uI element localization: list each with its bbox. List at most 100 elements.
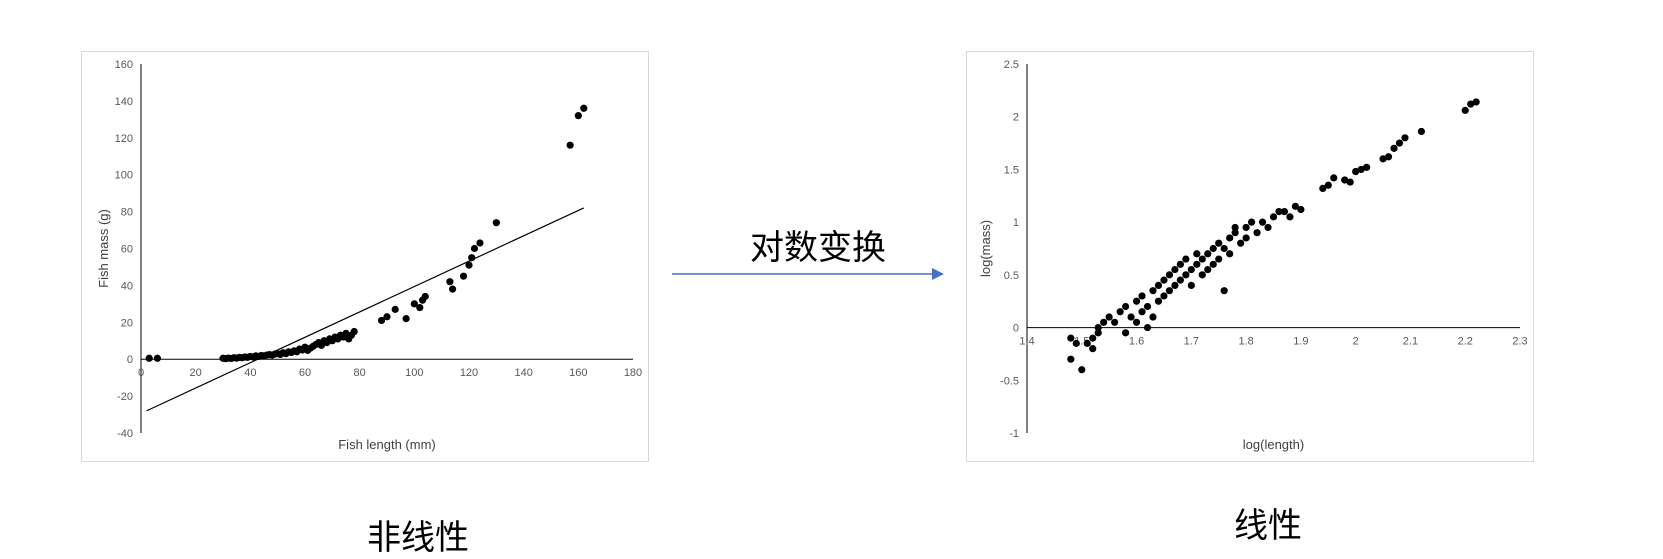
x-tick-label: 60 [299,367,311,379]
data-point [1111,318,1119,326]
data-point [465,261,473,269]
x-tick-label: 160 [569,367,587,379]
y-tick-label: 20 [121,317,133,329]
x-tick-label: 0 [138,367,144,379]
y-tick-label: 0 [127,354,133,366]
data-point [1089,345,1097,353]
data-point [1258,218,1267,226]
y-axis-title: Fish mass (g) [96,209,111,288]
data-point [1132,318,1141,326]
data-point [459,272,468,280]
caption-nonlinear: 非线性 [367,518,469,558]
data-point [1193,250,1201,258]
data-point [391,305,399,313]
data-point [1089,334,1097,342]
data-point [1160,276,1168,284]
data-point [1171,265,1179,274]
data-point [1215,239,1223,247]
data-point [1324,181,1332,189]
data-point [1291,202,1300,210]
data-point [416,303,424,312]
data-point [1105,313,1113,321]
data-point [1395,139,1404,147]
data-point [566,141,574,149]
data-point [1352,167,1360,176]
arrow-head [932,268,944,280]
data-point [1182,271,1190,279]
data-point [1072,339,1080,347]
data-point [1149,287,1157,295]
data-point [1078,366,1086,374]
y-tick-label: -20 [117,391,133,403]
data-point [1242,223,1250,232]
trend-line [146,207,585,412]
data-point [1154,281,1163,289]
data-point [449,285,457,293]
data-point [476,239,484,247]
data-point [402,315,410,323]
data-point [1319,184,1327,193]
data-point [1286,213,1294,221]
y-tick-label: -1 [1009,428,1019,440]
data-point [1094,329,1102,337]
data-point [1171,281,1179,289]
data-point [1149,313,1157,321]
data-point [342,329,350,337]
data-point [1341,176,1349,184]
data-point [1122,302,1130,311]
x-tick-label: 140 [514,367,532,379]
x-axis-title: Fish length (mm) [338,437,436,452]
data-point [1083,339,1091,347]
y-tick-label: 1 [1013,217,1019,229]
data-point [1209,244,1217,253]
data-point [1280,208,1289,216]
data-point [145,354,153,362]
x-tick-label: 1.8 [1238,336,1253,348]
y-tick-label: 160 [115,59,133,71]
x-tick-label: 120 [460,367,478,379]
data-point [1390,144,1398,152]
data-point [1226,250,1234,258]
data-point [1143,323,1152,332]
data-point [1198,255,1206,263]
data-point [383,313,391,321]
data-point [468,254,476,262]
data-point [1094,323,1102,332]
data-point [1116,308,1124,316]
data-point [1467,100,1475,108]
data-point [1176,260,1184,268]
y-tick-label: 140 [115,96,133,108]
x-tick-label: 1.9 [1293,336,1308,348]
data-point [1100,318,1108,326]
y-tick-label: -40 [117,428,133,440]
y-tick-label: 80 [121,207,133,219]
data-point [1204,250,1212,258]
x-tick-label: 1.7 [1184,336,1199,348]
data-point [1187,265,1195,274]
data-point [1472,98,1480,106]
data-point [1165,287,1174,295]
data-point [1220,287,1228,295]
data-point [1330,174,1338,182]
data-point [1132,297,1141,305]
data-point [1187,281,1195,289]
data-point [1067,334,1075,342]
data-point [1346,178,1354,186]
data-point [1215,255,1223,263]
x-tick-label: 80 [354,367,366,379]
x-tick-label: 2 [1353,336,1359,348]
data-point [1138,308,1146,316]
data-point [574,112,582,120]
data-point [446,278,454,286]
y-tick-label: 120 [115,133,133,145]
x-tick-label: 1.4 [1019,336,1034,348]
data-point [1401,134,1409,142]
chart-left-svg: 0 20 40 60 80 100 120 140 160 180 -40 -20 0 20 40 60 80 1… [96,59,642,452]
data-point [1204,265,1212,274]
data-point [421,292,429,301]
data-point [377,316,386,325]
x-tick-label: 40 [244,367,256,379]
data-point [1138,292,1146,300]
data-point [1127,313,1135,321]
data-point [1461,106,1469,114]
